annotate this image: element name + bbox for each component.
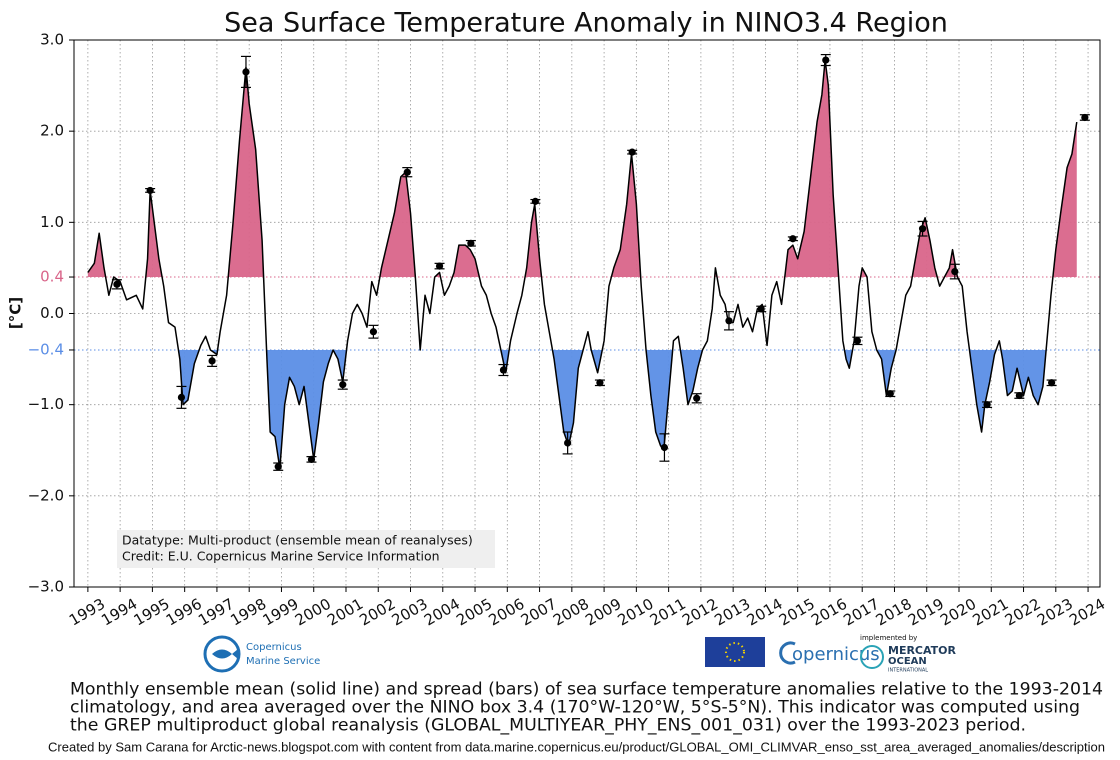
cold-anomaly-fill	[87, 349, 1077, 469]
ensemble-mean-dot	[918, 225, 927, 233]
ensemble-mean-dot	[564, 439, 572, 447]
logo-cmems: Copernicus Marine Service	[203, 635, 320, 673]
y-tick-label: 0.4	[40, 268, 64, 286]
ensemble-mean-dot	[369, 328, 378, 336]
logo-copernicus: opernicus	[779, 641, 880, 665]
ensemble-mean-dot	[822, 56, 830, 64]
ensemble-mean-dot	[403, 168, 411, 176]
ensemble-mean-dot	[660, 443, 669, 452]
ensemble-mean-dot	[499, 366, 508, 374]
logo-text: OCEAN	[888, 656, 927, 667]
ensemble-mean-dot	[983, 401, 991, 409]
ensemble-mean-dot	[789, 235, 797, 243]
logo-eu	[705, 637, 765, 667]
logo-text: MERCATOR	[888, 644, 957, 657]
ensemble-mean-dot	[951, 267, 959, 276]
ensemble-mean-dot	[1081, 113, 1089, 122]
ensemble-mean-dot	[1048, 379, 1056, 387]
ensemble-mean-dot	[339, 381, 347, 389]
ensemble-mean-dot	[307, 455, 316, 463]
y-tick-label: −0.4	[28, 340, 64, 358]
ensemble-mean-dot	[693, 394, 701, 402]
ensemble-mean-dot	[146, 186, 154, 195]
y-tick-label: −1.0	[28, 395, 64, 413]
x-tick-label: 2024	[1066, 595, 1108, 630]
logo-text: implemented by	[860, 634, 917, 642]
credit: Created by Sam Carana for Arctic-news.bl…	[48, 739, 1105, 754]
y-tick-label: −3.0	[28, 578, 64, 596]
ensemble-mean-dot	[435, 262, 444, 270]
y-tick-label: −2.0	[28, 486, 64, 504]
ensemble-mean-dot	[113, 280, 121, 288]
y-tick-label: 2.0	[40, 122, 64, 140]
y-tick-label: 3.0	[40, 31, 64, 49]
ensemble-mean-dot	[242, 68, 250, 76]
ensemble-mean-dot	[1015, 391, 1023, 400]
annotation-box	[117, 530, 495, 568]
caption: the GREP multiproduct global reanalysis …	[70, 716, 1026, 736]
ensemble-mean-dot	[725, 317, 733, 325]
plot-frame	[73, 39, 1101, 588]
ensemble-mean-dot	[886, 390, 894, 398]
ensemble-mean-dot	[467, 239, 475, 247]
logo-text: Copernicus	[246, 642, 302, 653]
annotation: Datatype: Multi-product (ensemble mean o…	[122, 533, 473, 548]
ensemble-mean-dot	[531, 197, 539, 205]
annotation: Credit: E.U. Copernicus Marine Service I…	[122, 549, 440, 564]
ensemble-mean-dot	[757, 305, 765, 313]
chart-title: Sea Surface Temperature Anomaly in NINO3…	[224, 8, 948, 39]
y-tick-label: 1.0	[40, 213, 64, 231]
warm-anomaly-fill	[87, 60, 1077, 278]
ensemble-mean-dot	[628, 148, 636, 156]
logo-text: Marine Service	[246, 656, 320, 667]
ensemble-mean-dot	[274, 463, 282, 471]
ensemble-mean-dot	[177, 393, 186, 401]
logo-mercator: implemented by MERCATOR OCEAN INTERNATIO…	[860, 634, 957, 674]
ensemble-mean-dot	[853, 337, 861, 345]
caption: Monthly ensemble mean (solid line) and s…	[70, 680, 1103, 699]
logo-text: opernicus	[792, 644, 880, 665]
ensemble-mean-dot	[596, 379, 604, 387]
caption: climatology, and area averaged over the …	[70, 698, 1080, 717]
y-tick-label: 0.0	[40, 304, 64, 322]
ensemble-mean-dot	[208, 357, 216, 365]
y-axis-label: [°C]	[7, 297, 25, 329]
logo-text: INTERNATIONAL	[888, 668, 928, 674]
